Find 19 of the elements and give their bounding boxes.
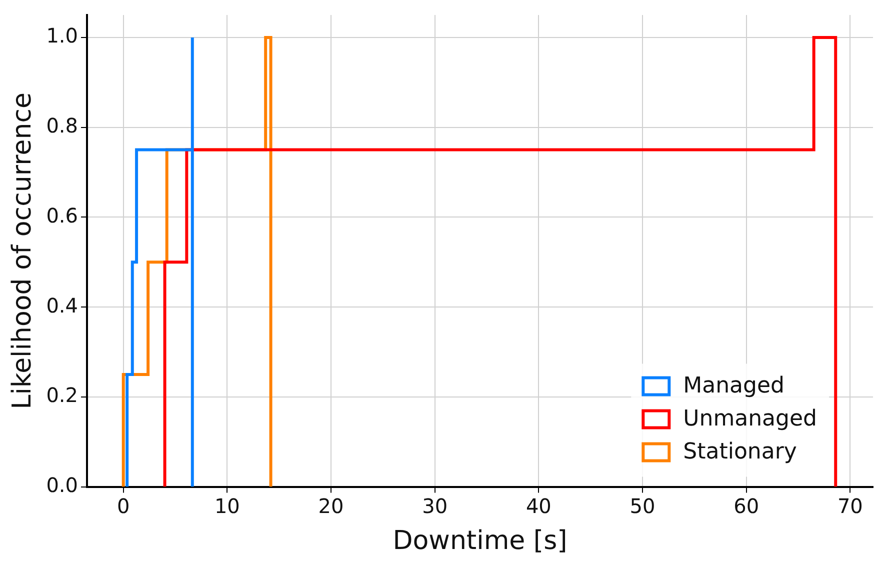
x-axis-title: Downtime [s]	[392, 526, 568, 556]
y-tick-label: 0.8	[46, 114, 78, 138]
legend-label: Unmanaged	[683, 406, 818, 432]
x-tick-label: 40	[526, 494, 552, 518]
x-tick-label: 10	[214, 494, 240, 518]
x-tick-label: 50	[630, 494, 656, 518]
y-tick-label: 0.6	[46, 203, 78, 228]
y-axis-title: Likelihood of occurrence	[7, 92, 38, 410]
y-tick-label: 0.4	[46, 293, 78, 318]
legend-label: Stationary	[683, 440, 797, 465]
y-tick-label: 0.0	[46, 473, 78, 498]
x-tick-label: 0	[116, 494, 130, 518]
x-tick-label: 70	[837, 494, 863, 518]
x-tick-label: 20	[318, 494, 344, 518]
y-tick-label: 1.0	[46, 24, 78, 48]
y-tick-label: 0.2	[46, 383, 78, 408]
legend-label: Managed	[683, 374, 785, 399]
x-tick-label: 60	[734, 494, 760, 518]
x-tick-label: 30	[422, 494, 448, 518]
